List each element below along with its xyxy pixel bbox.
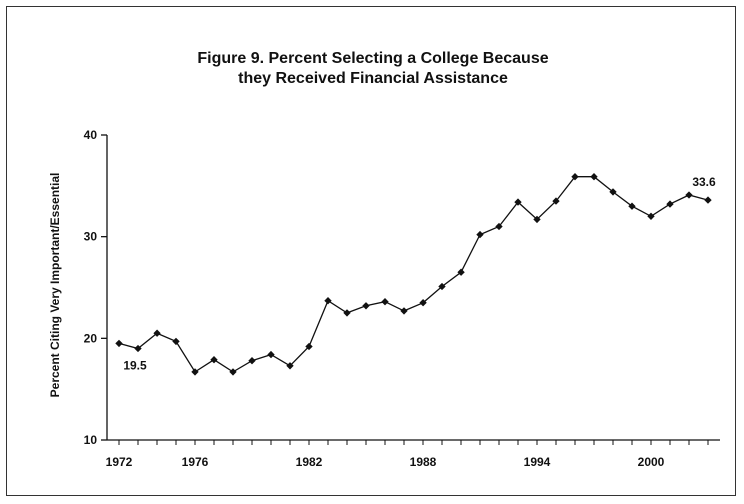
data-point (495, 222, 503, 231)
data-point (286, 362, 294, 370)
data-point (343, 309, 351, 317)
data-point (305, 342, 313, 351)
data-point (134, 344, 142, 353)
x-tick-label: 1976 (182, 455, 209, 469)
chart-title-line-1: Figure 9. Percent Selecting a College Be… (197, 50, 548, 67)
data-point (552, 197, 560, 205)
data-point (457, 268, 465, 276)
data-point (267, 350, 275, 359)
data-point (438, 282, 446, 291)
data-point (685, 191, 693, 199)
data-point (704, 196, 712, 204)
data-point (248, 357, 256, 365)
x-tick-label: 2000 (638, 455, 665, 469)
data-point (400, 307, 408, 315)
series-layer (115, 173, 712, 376)
line-chart: Figure 9. Percent Selecting a College Be… (48, 50, 720, 469)
chart-title-line-2: they Received Financial Assistance (238, 70, 508, 87)
data-point (191, 368, 199, 376)
series-line (118, 176, 709, 373)
data-point (153, 329, 161, 337)
data-point (362, 302, 370, 310)
x-ticks: 1972 1976 1982 1988 1994 2000 (106, 440, 709, 469)
y-tick-label: 40 (84, 128, 98, 142)
x-tick-label: 1994 (524, 455, 551, 469)
data-point (172, 337, 180, 346)
data-point (666, 200, 674, 208)
y-tick-label: 30 (84, 230, 98, 244)
data-point (115, 339, 123, 348)
data-label: 19.5 (123, 358, 147, 372)
data-point (476, 230, 484, 239)
y-axis-label: Percent Citing Very Important/Essential (48, 173, 62, 398)
x-tick-label: 1982 (296, 455, 323, 469)
data-point (210, 356, 218, 364)
data-point (324, 297, 332, 305)
x-tick-label: 1988 (410, 455, 437, 469)
data-point (229, 368, 237, 376)
x-tick-label: 1972 (106, 455, 133, 469)
data-point (419, 299, 427, 307)
data-point (381, 298, 389, 306)
y-tick-label: 10 (84, 433, 98, 447)
data-point (647, 212, 655, 220)
annotation-layer: 19.5 33.6 (123, 175, 716, 372)
data-label: 33.6 (692, 175, 716, 189)
y-ticks: 10 20 30 40 (84, 128, 107, 447)
y-tick-label: 20 (84, 331, 98, 345)
chart-frame: Figure 9. Percent Selecting a College Be… (6, 6, 736, 496)
